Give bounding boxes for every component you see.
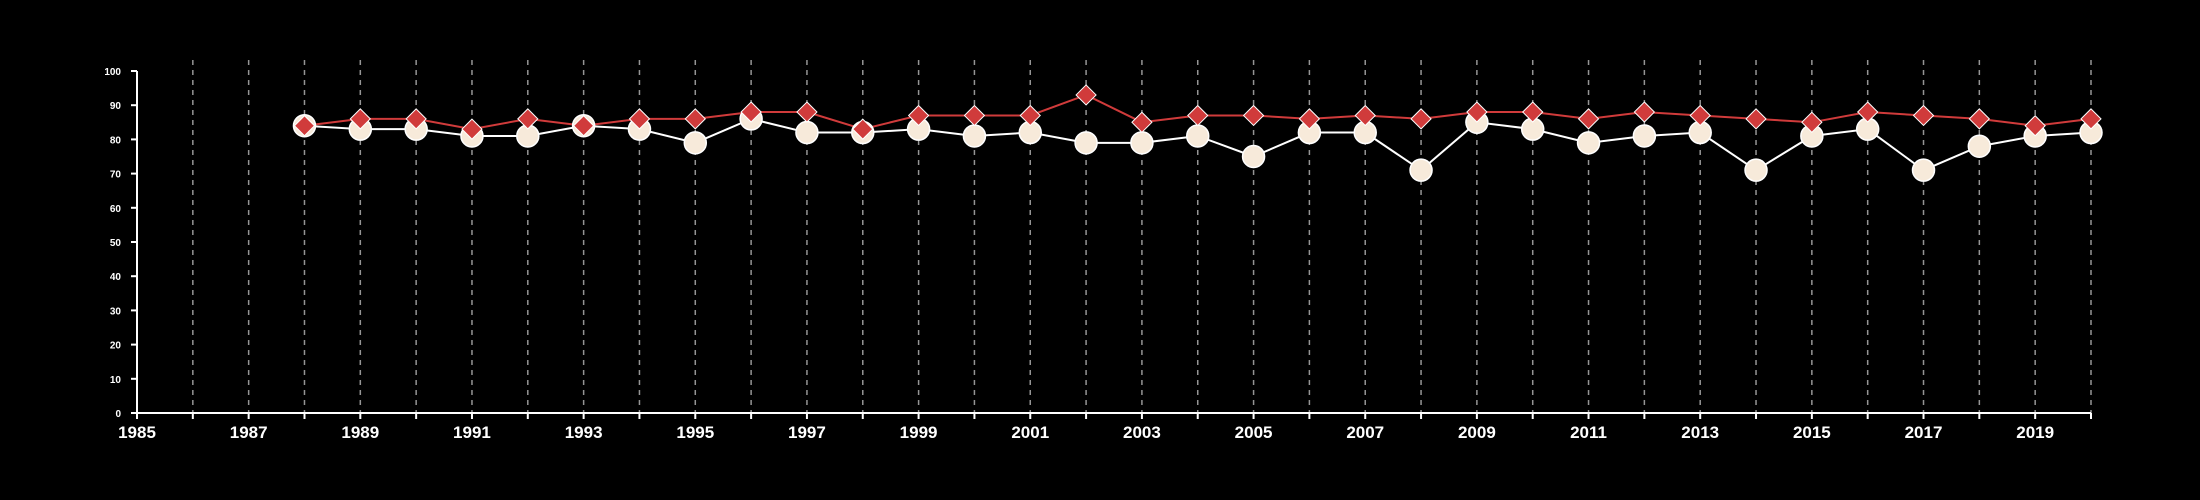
axes: 1985 1987 1989 1991 1993 1995 1997 1999 2001 2003… bbox=[104, 67, 2092, 442]
x-tick-label: 2013 bbox=[1681, 423, 1719, 442]
grid-lines bbox=[192, 60, 2092, 413]
data-point-diamond bbox=[852, 118, 874, 140]
data-point-diamond bbox=[1075, 84, 1097, 106]
data-point-circle bbox=[1074, 131, 1098, 155]
x-tick-label: 2015 bbox=[1793, 423, 1831, 442]
data-point-circle bbox=[1241, 144, 1266, 169]
data-point-diamond bbox=[1689, 104, 1711, 127]
y-tick-label: 90 bbox=[110, 101, 122, 112]
data-point-diamond bbox=[1242, 104, 1265, 127]
data-point-circle bbox=[1185, 124, 1210, 148]
data-point-circle bbox=[1576, 131, 1601, 155]
data-point-diamond bbox=[1019, 104, 1041, 127]
y-tick-label: 100 bbox=[104, 67, 121, 78]
data-point-diamond bbox=[1856, 101, 1879, 123]
x-tick-label: 2011 bbox=[1570, 423, 1607, 442]
x-tick-label: 2019 bbox=[2016, 423, 2054, 442]
data-point-circle bbox=[962, 124, 987, 148]
data-point-diamond bbox=[1410, 108, 1432, 130]
data-point-diamond bbox=[907, 104, 930, 127]
data-point-diamond bbox=[628, 108, 651, 130]
data-point-diamond bbox=[1801, 111, 1823, 134]
data-point-diamond bbox=[405, 108, 427, 130]
data-point-diamond bbox=[2024, 115, 2046, 137]
data-series bbox=[292, 84, 2103, 182]
data-point-circle bbox=[1409, 158, 1433, 182]
data-point-circle bbox=[683, 131, 708, 155]
data-point-diamond bbox=[1298, 108, 1321, 130]
x-tick-label: 2007 bbox=[1346, 423, 1384, 442]
data-point-diamond bbox=[349, 108, 372, 130]
y-tick-label: 50 bbox=[110, 238, 122, 249]
x-tick-label: 1991 bbox=[453, 423, 491, 442]
data-point-diamond bbox=[572, 115, 595, 137]
data-point-circle bbox=[1632, 124, 1657, 148]
x-tick-label: 1997 bbox=[788, 423, 826, 442]
x-tick-label: 2017 bbox=[1905, 423, 1943, 442]
data-point-diamond bbox=[1131, 111, 1153, 134]
y-tick-label: 60 bbox=[110, 204, 122, 215]
data-point-diamond bbox=[1354, 104, 1376, 127]
data-point-diamond bbox=[517, 108, 539, 130]
y-tick-label: 70 bbox=[110, 170, 122, 181]
x-tick-label: 2003 bbox=[1123, 423, 1161, 442]
data-point-diamond bbox=[461, 118, 483, 140]
x-tick-label: 1985 bbox=[118, 423, 156, 442]
y-tick-label: 20 bbox=[110, 341, 122, 352]
data-point-circle bbox=[1967, 134, 1992, 158]
x-tick-label: 1987 bbox=[230, 423, 268, 442]
x-tick-label: 1995 bbox=[676, 423, 714, 442]
y-tick-label: 0 bbox=[115, 409, 121, 420]
y-tick-label: 80 bbox=[110, 135, 122, 146]
data-point-diamond bbox=[1466, 101, 1488, 123]
x-tick-label: 2005 bbox=[1235, 423, 1273, 442]
data-point-diamond bbox=[796, 101, 818, 123]
data-point-diamond bbox=[1633, 101, 1656, 123]
data-point-diamond bbox=[684, 108, 706, 130]
data-point-diamond bbox=[293, 115, 316, 137]
x-tick-label: 1993 bbox=[565, 423, 603, 442]
data-point-diamond bbox=[1522, 101, 1544, 123]
data-point-diamond bbox=[1968, 108, 1991, 130]
data-point-circle bbox=[1744, 158, 1768, 182]
data-point-circle bbox=[1130, 131, 1154, 155]
y-tick-label: 40 bbox=[110, 272, 122, 283]
x-tick-label: 1999 bbox=[900, 423, 938, 442]
x-tick-label: 2009 bbox=[1458, 423, 1496, 442]
y-tick-label: 30 bbox=[110, 306, 122, 317]
data-point-circle bbox=[795, 120, 819, 145]
data-point-diamond bbox=[1577, 108, 1600, 130]
data-point-diamond bbox=[1187, 104, 1209, 127]
y-tick-label: 10 bbox=[110, 375, 122, 386]
x-tick-label: 1989 bbox=[341, 423, 379, 442]
data-point-diamond bbox=[1912, 104, 1935, 127]
data-point-diamond bbox=[2080, 108, 2102, 130]
x-tick-label: 2001 bbox=[1011, 423, 1049, 442]
data-point-circle bbox=[1911, 158, 1936, 182]
data-point-diamond bbox=[1745, 108, 1767, 130]
data-point-diamond bbox=[963, 104, 986, 127]
data-point-diamond bbox=[740, 101, 762, 123]
